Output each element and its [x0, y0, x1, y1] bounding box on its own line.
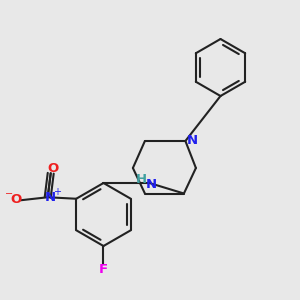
- Text: H: H: [135, 172, 147, 186]
- Text: −: −: [5, 189, 14, 199]
- Text: N: N: [45, 191, 56, 204]
- Text: O: O: [11, 193, 22, 206]
- Text: N: N: [145, 178, 157, 191]
- Text: N: N: [186, 134, 198, 147]
- Text: F: F: [99, 263, 108, 276]
- Text: O: O: [47, 162, 59, 175]
- Text: +: +: [53, 187, 61, 197]
